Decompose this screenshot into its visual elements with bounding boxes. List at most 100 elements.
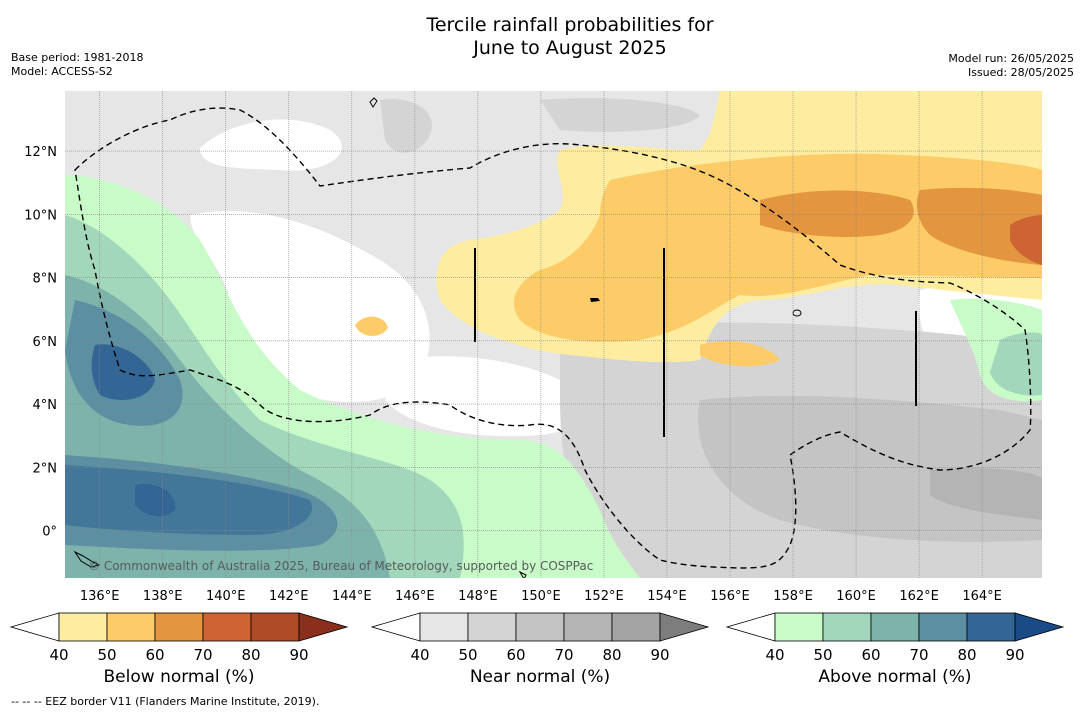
lon-tick-label: 146°E	[395, 589, 435, 604]
lon-tick-label: 162°E	[899, 589, 939, 604]
lon-tick-label: 156°E	[710, 589, 750, 604]
island-outline	[369, 97, 378, 108]
island-outline	[518, 570, 527, 578]
meta-left: Base period: 1981-2018 Model: ACCESS-S2	[11, 51, 143, 79]
lon-tick-label: 142°E	[269, 589, 309, 604]
colorbar-segment	[106, 612, 156, 642]
colorbar-extend-low	[9, 612, 60, 642]
lon-tick-label: 152°E	[584, 589, 624, 604]
field-near-50	[380, 99, 432, 153]
colorbar-segment	[822, 612, 872, 642]
above-normal-label: Above normal (%)	[818, 667, 972, 687]
field-below-70	[1010, 215, 1042, 265]
copyright-text: © Commonwealth of Australia 2025, Bureau…	[88, 559, 593, 573]
lat-axis: 12°N 10°N 8°N 6°N 4°N 2°N 0°	[24, 145, 57, 539]
field-below-60	[760, 190, 914, 237]
colorbar-segment	[467, 612, 517, 642]
colorbar-tick-label: 90	[650, 646, 669, 664]
eez-border	[74, 107, 1032, 569]
colorbar-extend-high	[298, 612, 349, 642]
lon-tick-label: 164°E	[962, 589, 1002, 604]
lon-tick-label: 154°E	[647, 589, 687, 604]
colorbar-segment	[563, 612, 613, 642]
field-above-80	[135, 484, 176, 517]
colorbar-segment	[154, 612, 204, 642]
meta-right: Model run: 26/05/2025 Issued: 28/05/2025	[948, 52, 1074, 80]
colorbar-tick-label: 50	[813, 646, 832, 664]
below-normal-label: Below normal (%)	[103, 667, 255, 687]
field-below-50	[700, 340, 780, 367]
colorbar-tick-label: 50	[458, 646, 477, 664]
title-line-2: June to August 2025	[473, 37, 667, 59]
colorbar-segment	[918, 612, 968, 642]
issued-date: Issued: 28/05/2025	[967, 66, 1074, 79]
lon-tick-label: 160°E	[836, 589, 876, 604]
colorbar-segment	[611, 612, 661, 642]
colorbar-tick-label: 70	[909, 646, 928, 664]
colorbar-tick-label: 60	[861, 646, 880, 664]
colorbar-segment	[870, 612, 920, 642]
colorbar-segment	[515, 612, 565, 642]
colorbar-tick-label: 60	[506, 646, 525, 664]
lat-tick-label: 4°N	[33, 398, 58, 413]
colorbar-tick-label: 90	[1005, 646, 1024, 664]
map-title: Tercile rainfall probabilities for June …	[0, 14, 1085, 60]
field-white	[200, 119, 342, 171]
colorbar-tick-label: 60	[145, 646, 164, 664]
base-period: Base period: 1981-2018	[11, 51, 144, 64]
island-outline	[792, 309, 802, 317]
island-outline	[73, 550, 101, 568]
colorbar-segment	[419, 612, 469, 642]
colorbar-segment	[966, 612, 1016, 642]
field-below-50	[355, 316, 388, 336]
lat-tick-label: 8°N	[33, 272, 58, 287]
colorbar-tick-label: 40	[49, 646, 68, 664]
lat-tick-label: 12°N	[24, 145, 57, 160]
colorbar-tick-label: 70	[193, 646, 212, 664]
title-line-1: Tercile rainfall probabilities for	[426, 14, 714, 36]
field-above-80	[65, 465, 312, 535]
field-near-50	[540, 98, 700, 132]
island-outline	[590, 298, 600, 302]
lon-tick-label: 148°E	[458, 589, 498, 604]
colorbar-tick-label: 40	[765, 646, 784, 664]
lat-tick-label: 2°N	[33, 461, 58, 476]
colorbar-extend-high	[1014, 612, 1065, 642]
lat-tick-label: 10°N	[24, 208, 57, 223]
colorbar-tick-label: 70	[554, 646, 573, 664]
lon-tick-label: 140°E	[206, 589, 246, 604]
colorbar-extend-low	[725, 612, 776, 642]
model-run: Model run: 26/05/2025	[948, 52, 1074, 65]
lon-tick-label: 136°E	[80, 589, 120, 604]
lon-tick-label: 138°E	[143, 589, 183, 604]
colorbar-segment	[58, 612, 108, 642]
near-normal-label: Near normal (%)	[469, 667, 611, 687]
field-white	[385, 356, 585, 437]
model-name: Model: ACCESS-S2	[11, 65, 113, 78]
colorbar-extend-low	[370, 612, 421, 642]
colorbar-tick-label: 80	[602, 646, 621, 664]
lon-tick-label: 150°E	[521, 589, 561, 604]
field-below-60	[917, 187, 1042, 265]
field-near-70	[930, 467, 1042, 520]
field-above-50	[990, 332, 1042, 396]
colorbars: 40 50 60 70 80 90 40 50 60 70 80 90 40 50 60 70 80 90	[9, 612, 1065, 664]
colorbar-tick-label: 90	[289, 646, 308, 664]
graticule	[65, 91, 1042, 578]
lon-tick-label: 158°E	[773, 589, 813, 604]
map-field: © Commonwealth of Australia 2025, Bureau…	[65, 91, 1042, 578]
footnote: -- -- -- EEZ border V11 (Flanders Marine…	[11, 695, 320, 708]
colorbar-tick-label: 80	[957, 646, 976, 664]
colorbar-tick-label: 40	[410, 646, 429, 664]
colorbar-tick-label: 80	[241, 646, 260, 664]
lat-tick-label: 6°N	[33, 335, 58, 350]
colorbar-segment	[202, 612, 252, 642]
colorbar-segment	[774, 612, 824, 642]
colorbar-tick-label: 50	[97, 646, 116, 664]
colorbar-extend-high	[659, 612, 710, 642]
lat-tick-label: 0°	[42, 525, 57, 540]
lon-axis: 136°E 138°E 140°E 142°E 144°E 146°E 148°E 150°E…	[80, 589, 1002, 604]
lon-tick-label: 144°E	[332, 589, 372, 604]
colorbar-segment	[250, 612, 300, 642]
